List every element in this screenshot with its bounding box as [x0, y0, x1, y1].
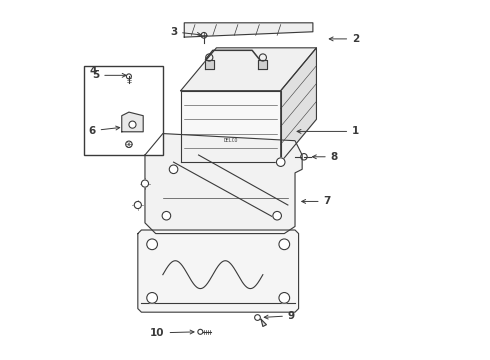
Text: 5: 5: [92, 70, 126, 80]
Text: 2: 2: [329, 34, 360, 44]
Polygon shape: [122, 112, 143, 132]
Bar: [84, 66, 163, 155]
Circle shape: [147, 239, 157, 249]
Circle shape: [134, 202, 142, 208]
Text: 3: 3: [170, 27, 201, 37]
Circle shape: [162, 211, 171, 220]
Circle shape: [276, 158, 285, 166]
Text: 9: 9: [264, 311, 295, 321]
Polygon shape: [281, 48, 317, 162]
Circle shape: [129, 121, 136, 128]
Polygon shape: [181, 48, 317, 91]
Polygon shape: [138, 230, 298, 312]
Circle shape: [279, 239, 290, 249]
Circle shape: [273, 211, 281, 220]
Circle shape: [142, 180, 148, 187]
Polygon shape: [184, 23, 313, 37]
Polygon shape: [181, 91, 281, 162]
Text: 4: 4: [90, 66, 97, 76]
Text: 10: 10: [150, 328, 194, 338]
Text: 7: 7: [302, 197, 331, 206]
Text: 8: 8: [313, 152, 338, 162]
Polygon shape: [258, 60, 268, 69]
Circle shape: [279, 293, 290, 303]
Text: 6: 6: [88, 126, 120, 136]
Polygon shape: [205, 60, 214, 69]
Polygon shape: [145, 134, 302, 234]
Polygon shape: [261, 319, 267, 327]
Circle shape: [147, 293, 157, 303]
Text: 1: 1: [297, 126, 360, 136]
Circle shape: [169, 165, 178, 174]
Text: DELCO: DELCO: [223, 138, 238, 143]
